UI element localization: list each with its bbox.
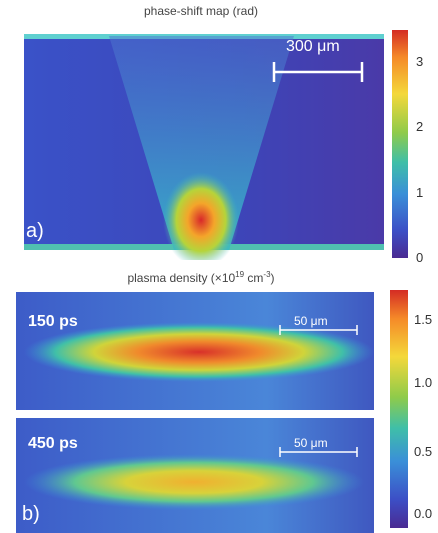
colorbar-tick: 2	[416, 119, 424, 134]
scale-bar-label: 50 μm	[294, 314, 328, 328]
time-label: 150 ps	[28, 313, 78, 330]
scale-bar-label: 300 μm	[286, 38, 340, 55]
time-label: 450 ps	[28, 435, 78, 452]
title-exponent: 19	[235, 270, 245, 279]
heatmap	[14, 290, 376, 533]
colorbar-tick: 1.5	[414, 312, 433, 327]
colorbar-tick: 3	[416, 54, 424, 69]
panel-label: b)	[22, 503, 40, 525]
colorbar-tick: 0	[416, 250, 424, 265]
colorbar-tick: 0.5	[414, 444, 433, 459]
title-text: )	[270, 271, 275, 285]
colorbar-tick: 1.0	[414, 375, 433, 390]
title-exponent: -3	[263, 270, 271, 279]
colorbar-tick: 1	[416, 185, 424, 200]
heatmap	[14, 22, 390, 260]
panel-title: phase-shift map (rad)	[143, 4, 259, 18]
panel-title: plasma density (×1019 cm-3)	[14, 270, 388, 285]
scale-bar-label: 50 μm	[294, 436, 328, 450]
colorbar-tick: 0.0	[414, 506, 433, 521]
title-unit: cm	[244, 271, 264, 285]
colorbar	[392, 30, 408, 258]
panel-label: a)	[26, 220, 44, 242]
colorbar	[390, 290, 408, 528]
title-text: plasma density (×10	[127, 271, 236, 285]
